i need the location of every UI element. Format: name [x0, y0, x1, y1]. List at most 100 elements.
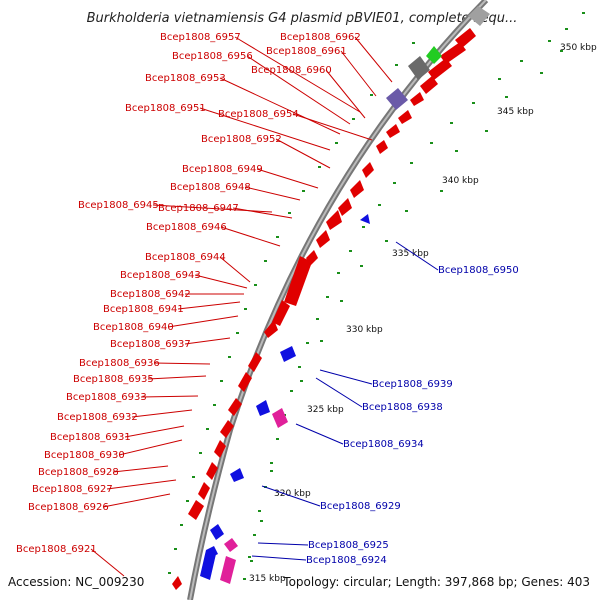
forward-gene-arrow[interactable]: [362, 162, 374, 178]
reverse-gene-arrow[interactable]: [360, 214, 370, 224]
forward-gene-arrow[interactable]: [214, 440, 226, 458]
gene-label-reverse[interactable]: Bcep1808_6925: [308, 540, 389, 551]
gene-label-reverse[interactable]: Bcep1808_6950: [438, 265, 519, 276]
reverse-gene-arrow[interactable]: [256, 400, 270, 416]
leader-line: [292, 113, 373, 141]
forward-gene-arrow[interactable]: [172, 576, 182, 590]
leader-line: [153, 362, 211, 365]
gene-label-forward[interactable]: Bcep1808_6962: [280, 32, 361, 43]
gene-label-reverse[interactable]: Bcep1808_6938: [362, 402, 443, 413]
gc-dot: [362, 226, 365, 228]
gene-label-forward[interactable]: Bcep1808_6940: [93, 322, 174, 333]
gene-label-forward[interactable]: Bcep1808_6956: [172, 51, 253, 62]
gene-label-reverse[interactable]: Bcep1808_6934: [343, 439, 424, 450]
gc-dot: [352, 118, 355, 120]
gene-label-forward[interactable]: Bcep1808_6921: [16, 544, 97, 555]
gc-dot: [395, 64, 398, 66]
gene-label-forward[interactable]: Bcep1808_6948: [170, 182, 251, 193]
leader-line: [220, 226, 281, 247]
gc-dot: [560, 50, 563, 52]
forward-gene-arrow[interactable]: [248, 352, 262, 372]
forward-gene-arrow[interactable]: [326, 210, 342, 230]
reverse-gene-arrow[interactable]: [280, 346, 296, 362]
gene-label-reverse[interactable]: Bcep1808_6939: [372, 379, 453, 390]
forward-gene-arrow[interactable]: [272, 300, 290, 326]
forward-gene-arrow[interactable]: [188, 500, 204, 520]
forward-gene-arrow[interactable]: [398, 110, 412, 124]
gene-label-forward[interactable]: Bcep1808_6942: [110, 289, 191, 300]
gene-feature-grey[interactable]: [468, 6, 490, 26]
gc-dot-track: [168, 12, 585, 580]
leader-line: [234, 36, 361, 113]
gene-label-forward[interactable]: Bcep1808_6932: [57, 412, 138, 423]
leader-line: [90, 548, 125, 577]
reverse-gene-arrow[interactable]: [210, 524, 224, 540]
forward-gene-arrow[interactable]: [316, 230, 330, 248]
forward-gene-arrow[interactable]: [206, 462, 218, 480]
gene-label-forward[interactable]: Bcep1808_6933: [66, 392, 147, 403]
gene-label-reverse[interactable]: Bcep1808_6929: [320, 501, 401, 512]
forward-gene-arrow[interactable]: [420, 76, 438, 94]
gc-dot: [440, 190, 443, 192]
forward-gene-arrow[interactable]: [198, 482, 210, 500]
gene-label-forward[interactable]: Bcep1808_6945: [78, 200, 159, 211]
gene-label-forward[interactable]: Bcep1808_6936: [79, 358, 160, 369]
gene-label-forward[interactable]: Bcep1808_6957: [160, 32, 241, 43]
gene-label-reverse[interactable]: Bcep1808_6924: [306, 555, 387, 566]
gene-feature-green[interactable]: [426, 46, 442, 64]
forward-gene-arrow[interactable]: [338, 198, 352, 216]
gc-dot: [393, 182, 396, 184]
gene-feature-purple[interactable]: [386, 88, 408, 110]
gene-feature-grey[interactable]: [408, 56, 430, 80]
kbp-tick-labels: 350 kbp 345 kbp 340 kbp 335 kbp 330 kbp 325 k…: [249, 43, 597, 584]
gc-dot: [565, 28, 568, 30]
reverse-gene-arrow[interactable]: [200, 550, 216, 580]
gene-label-forward[interactable]: Bcep1808_6927: [32, 484, 113, 495]
gene-label-forward[interactable]: Bcep1808_6937: [110, 339, 191, 350]
gc-dot: [264, 260, 267, 262]
gc-dot: [318, 166, 321, 168]
forward-gene-arrow[interactable]: [428, 58, 452, 80]
gene-feature-pink[interactable]: [220, 556, 236, 584]
forward-gene-arrow[interactable]: [386, 124, 400, 138]
gene-label-forward[interactable]: Bcep1808_6926: [28, 502, 109, 513]
gene-label-forward[interactable]: Bcep1808_6928: [38, 467, 119, 478]
forward-gene-arrow[interactable]: [284, 256, 312, 306]
forward-gene-arrow[interactable]: [376, 140, 388, 154]
gene-label-forward[interactable]: Bcep1808_6946: [146, 222, 227, 233]
gene-label-forward[interactable]: Bcep1808_6947: [158, 203, 239, 214]
forward-gene-arrow[interactable]: [410, 92, 424, 106]
gc-dot: [349, 250, 352, 252]
reverse-gene-arrow[interactable]: [230, 468, 244, 482]
forward-gene-arrow[interactable]: [228, 398, 242, 416]
gene-label-forward[interactable]: Bcep1808_6960: [251, 65, 332, 76]
gene-label-forward[interactable]: Bcep1808_6930: [44, 450, 125, 461]
gc-dot: [290, 390, 293, 392]
gc-dot: [335, 142, 338, 144]
gene-label-forward[interactable]: Bcep1808_6953: [145, 73, 226, 84]
gene-label-forward[interactable]: Bcep1808_6949: [182, 164, 263, 175]
gene-label-forward[interactable]: Bcep1808_6961: [266, 46, 347, 57]
gc-dot: [360, 265, 363, 267]
gene-label-forward[interactable]: Bcep1808_6951: [125, 103, 206, 114]
gene-label-forward[interactable]: Bcep1808_6931: [50, 432, 131, 443]
forward-gene-arrow[interactable]: [238, 372, 252, 392]
gene-label-forward[interactable]: Bcep1808_6954: [218, 109, 299, 120]
gene-feature-pink[interactable]: [224, 538, 238, 552]
forward-gene-arrow[interactable]: [440, 42, 466, 64]
gene-label-forward[interactable]: Bcep1808_6952: [201, 134, 282, 145]
leader-line: [251, 555, 307, 561]
gc-dot: [405, 210, 408, 212]
gc-dot: [540, 72, 543, 74]
gene-label-forward[interactable]: Bcep1808_6943: [120, 270, 201, 281]
forward-gene-arrow[interactable]: [220, 420, 234, 438]
gc-dot: [410, 162, 413, 164]
gene-label-forward[interactable]: Bcep1808_6941: [103, 304, 184, 315]
gene-feature-pink[interactable]: [272, 408, 288, 428]
gc-dot: [206, 428, 209, 430]
leader-line: [124, 425, 185, 438]
forward-gene-arrow[interactable]: [350, 180, 364, 198]
forward-gene-arrow[interactable]: [264, 320, 278, 338]
gene-label-forward[interactable]: Bcep1808_6944: [145, 252, 226, 263]
gene-label-forward[interactable]: Bcep1808_6935: [73, 374, 154, 385]
